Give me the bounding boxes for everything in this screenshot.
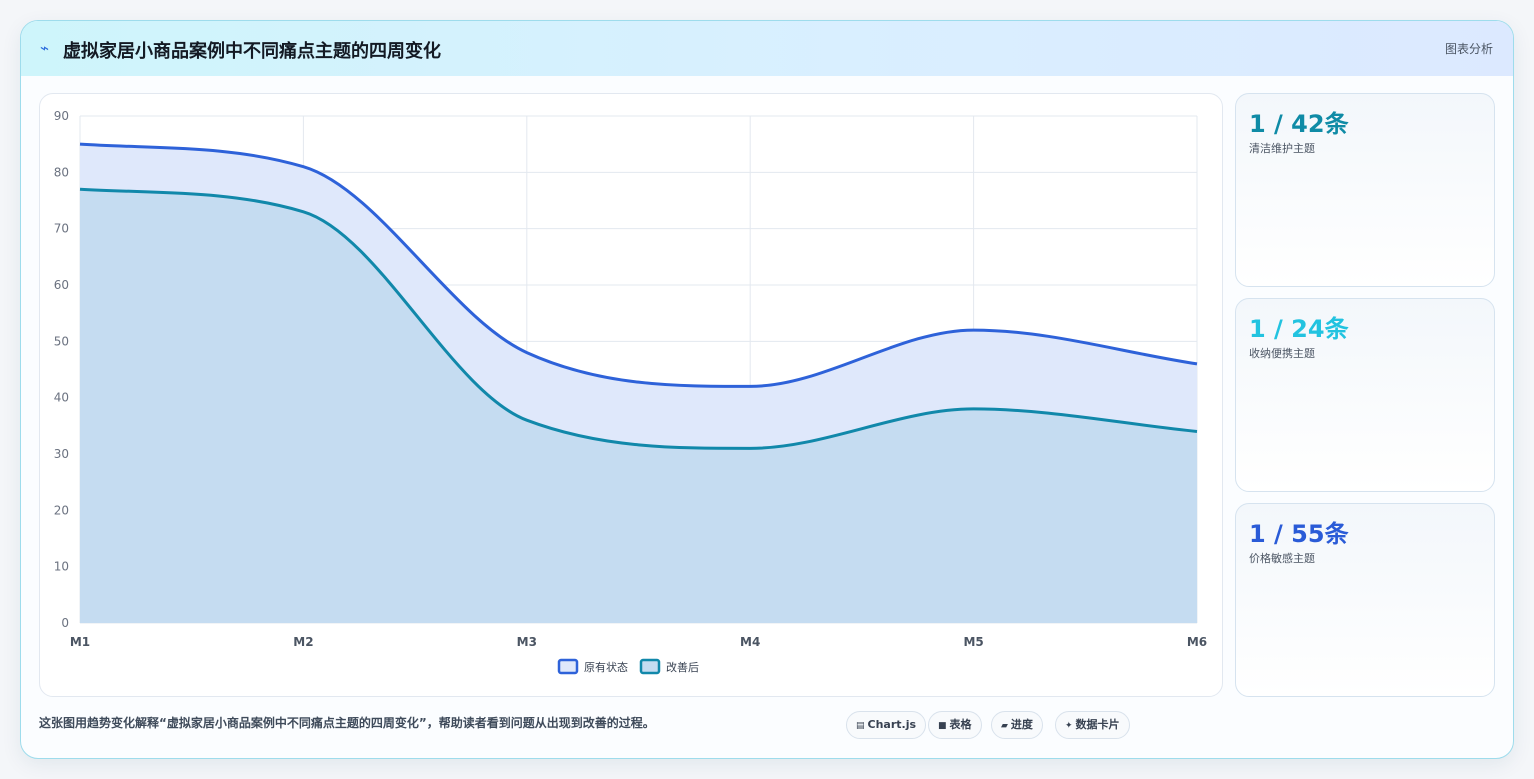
y-tick-label: 60 [54,278,69,292]
series-area-1 [80,189,1197,623]
y-tick-label: 40 [54,391,69,405]
stat-card-storage: 1 / 24条 收纳便携主题 [1235,298,1495,492]
chip-label: 表格 [949,718,972,731]
legend-label-1: 改善后 [666,660,699,674]
dashboard-card: ⌁ 虚拟家居小商品案例中不同痛点主题的四周变化 图表分析 0 10 20 30 40 50… [20,20,1514,759]
stat-value: 1 / 24条 [1249,315,1349,343]
stat-label: 收纳便携主题 [1249,347,1315,360]
stat-value: 1 / 55条 [1249,520,1349,548]
stat-label: 清洁维护主题 [1249,142,1315,155]
y-tick-label: 10 [54,560,69,574]
chip-table[interactable]: ■ 表格 [928,711,982,739]
x-tick-label: M2 [293,635,313,649]
legend-label-0: 原有状态 [584,660,628,674]
table-icon: ■ [938,721,947,731]
x-tick-label: M6 [1187,635,1207,649]
card-icon: ✦ [1065,721,1073,731]
chip-label: 数据卡片 [1075,718,1120,731]
y-tick-label: 80 [54,165,69,179]
series-line-1 [79,187,1198,450]
chip-chartjs[interactable]: ▤ Chart.js [846,711,927,739]
y-tick-label: 0 [61,616,69,630]
x-tick-label: M3 [517,635,537,649]
stat-label: 价格敏感主题 [1249,552,1315,565]
trend-icon: ⌁ [40,39,50,57]
y-tick-label: 90 [54,109,69,123]
legend-swatch-0 [557,658,579,675]
card-header: ⌁ 虚拟家居小商品案例中不同痛点主题的四周变化 图表分析 [21,21,1513,76]
stat-card-price: 1 / 55条 价格敏感主题 [1235,503,1495,697]
stat-value: 1 / 42条 [1249,110,1349,138]
page-title: 虚拟家居小商品案例中不同痛点主题的四周变化 [63,41,441,62]
chip-label: Chart.js [867,718,917,731]
chip-label: 进度 [1010,718,1033,731]
y-tick-label: 20 [54,503,69,517]
chart-icon: ▤ [856,721,865,731]
series-line-0 [79,142,1198,388]
x-tick-label: M1 [70,635,90,649]
chip-progress[interactable]: ▰ 进度 [991,711,1043,739]
area-chart: 0 10 20 30 40 50 60 70 80 90 M1 M2 M3 M4 M5 M6 原有状态 改善后 [54,109,1207,675]
progress-icon: ▰ [1001,721,1008,731]
x-tick-label: M4 [740,635,760,649]
chart-description: 这张图用趋势变化解释“虚拟家居小商品案例中不同痛点主题的四周变化”，帮助读者看到… [39,716,655,730]
chart-analysis-link[interactable]: 图表分析 [1444,42,1493,56]
y-tick-label: 30 [54,447,69,461]
chip-data-card[interactable]: ✦ 数据卡片 [1055,711,1130,739]
legend-swatch-1 [639,658,661,675]
y-tick-label: 50 [54,334,69,348]
stat-card-cleaning: 1 / 42条 清洁维护主题 [1235,93,1495,287]
x-tick-label: M5 [963,635,983,649]
chart-panel: 0 10 20 30 40 50 60 70 80 90 M1 M2 M3 M4 M5 M6 原有状态 改善后 [39,93,1223,697]
y-tick-label: 70 [54,222,69,236]
